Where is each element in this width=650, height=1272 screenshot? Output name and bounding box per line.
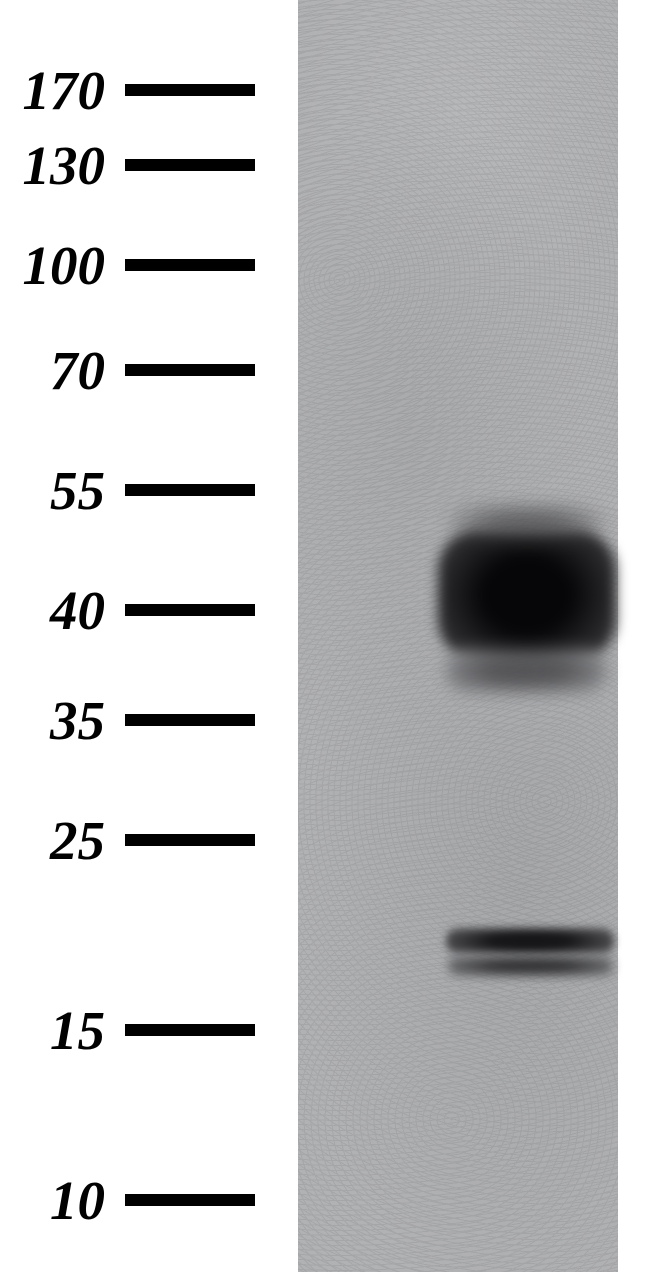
ladder-label-170: 170 [0,63,105,118]
ladder-tick-130 [125,159,255,171]
main-band-upper-shoulder [450,506,605,540]
ladder-label-70: 70 [0,343,105,398]
ladder-tick-15 [125,1024,255,1036]
ladder-label-15: 15 [0,1003,105,1058]
ladder-tick-10 [125,1194,255,1206]
ladder-tick-40 [125,604,255,616]
ladder-tick-70 [125,364,255,376]
ladder-label-130: 130 [0,138,105,193]
ladder-label-100: 100 [0,238,105,293]
ladder-label-40: 40 [0,583,105,638]
ladder-label-55: 55 [0,463,105,518]
main-band-lower-shoulder [446,650,606,692]
secondary-band-upper [446,928,614,954]
secondary-band-lower [448,956,613,976]
blot-membrane [298,0,618,1272]
ladder-tick-55 [125,484,255,496]
ladder-tick-170 [125,84,255,96]
main-band [438,530,616,660]
ladder-tick-35 [125,714,255,726]
ladder-label-25: 25 [0,813,105,868]
ladder-tick-25 [125,834,255,846]
western-blot-figure: 170 130 100 70 55 40 35 25 15 10 [0,0,650,1272]
ladder-label-10: 10 [0,1173,105,1228]
ladder-tick-100 [125,259,255,271]
ladder-label-35: 35 [0,693,105,748]
